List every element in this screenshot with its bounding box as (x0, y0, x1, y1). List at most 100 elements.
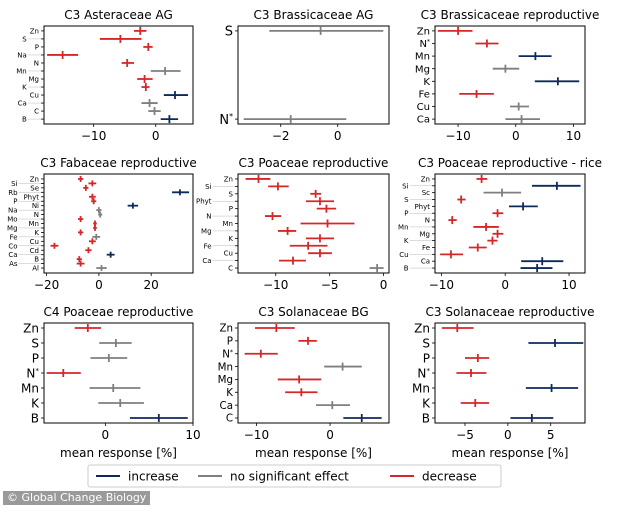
error-bar (457, 195, 466, 204)
subplot-title: C4 Poaceae reproductive (44, 305, 194, 319)
axes-frame (43, 322, 194, 424)
x-tick-label: −5 (456, 428, 474, 442)
error-bar (264, 212, 282, 221)
y-tick-label: Ca (8, 251, 17, 259)
y-tick-label: S (225, 25, 233, 40)
error-bar (505, 115, 540, 124)
y-tick-label: P (404, 210, 408, 218)
error-bar (141, 83, 150, 92)
error-bar (99, 34, 142, 43)
subplot: C3 Poaceae reproductive - rice Zn Si Sc S Phy… (398, 156, 602, 292)
y-tick-label: Mg (420, 230, 430, 238)
error-bar (88, 180, 97, 187)
y-tick-label: Fe (419, 90, 430, 101)
y-tick-label: B (422, 411, 430, 425)
error-bar (77, 216, 84, 223)
y-tick-label: P (227, 336, 233, 348)
error-bar (440, 250, 464, 259)
error-bar (521, 257, 564, 266)
error-bar (456, 369, 487, 377)
x-tick-label: −10 (244, 428, 269, 442)
y-tick-label: Cu (30, 238, 39, 246)
subplot-title: C3 Brassicaceae AG (254, 8, 374, 22)
error-bar (460, 399, 489, 407)
error-bar (96, 207, 102, 214)
error-bar (441, 324, 474, 332)
y-tick-label: Cu (417, 102, 430, 113)
error-bar (127, 202, 139, 209)
y-tick-label: N* (417, 366, 430, 380)
error-bar (487, 236, 498, 245)
subplot-title: C3 Fabaceae reproductive (40, 156, 197, 170)
y-tick-label: Si (11, 180, 17, 188)
error-bar (254, 324, 295, 332)
error-bar (509, 202, 538, 211)
y-tick-label: Cd (30, 247, 39, 255)
y-tick-label: K (31, 396, 40, 410)
y-tick-label: Cu (399, 251, 408, 259)
y-tick-label: N* (26, 366, 39, 380)
y-tick-label: N (34, 59, 39, 67)
y-tick-label: B (31, 411, 39, 425)
x-tick-label: 0 (501, 278, 509, 292)
y-tick-label: B (22, 116, 27, 124)
y-tick-label: Al (32, 265, 39, 273)
y-tick-label: Na (8, 207, 18, 215)
error-bar (92, 233, 101, 240)
error-bar (172, 189, 190, 196)
y-tick-label: Zn (219, 323, 233, 335)
subplot: C3 Brassicaceae reproductiveZnN*MnMgKFeC… (415, 8, 599, 143)
error-bar (88, 238, 96, 245)
error-bar (343, 414, 382, 422)
y-tick-label: Si (402, 182, 408, 190)
x-tick-label: 5 (547, 428, 555, 442)
axes-frame (237, 25, 390, 125)
error-bar (492, 209, 504, 218)
error-bar (534, 77, 580, 86)
y-tick-label: C (228, 265, 233, 273)
y-tick-label: Mn (223, 220, 233, 228)
error-bar (532, 181, 581, 190)
y-tick-label: Ca (421, 258, 430, 266)
y-tick-label: Mn (29, 220, 39, 228)
y-tick-label: Ca (417, 115, 430, 126)
subplot-title: C3 Asteraceae AG (64, 8, 173, 22)
error-bar (510, 414, 554, 422)
x-tick-label: 0 (102, 428, 110, 442)
error-bar (134, 26, 147, 35)
x-tick-label: −2 (272, 129, 290, 143)
y-tick-label: K (226, 387, 233, 399)
error-bar (47, 50, 79, 59)
y-tick-label: Co (8, 242, 17, 250)
error-bar (269, 26, 384, 35)
error-bar (46, 369, 81, 377)
error-bar (77, 175, 84, 182)
x-tick-label: 10 (561, 278, 576, 292)
error-bar (459, 89, 494, 98)
axes-frame (237, 173, 390, 274)
x-tick-label: −20 (34, 278, 59, 292)
y-tick-label: Ca (220, 400, 233, 412)
subplot-title: C3 Solanaceae BG (258, 305, 368, 319)
y-tick-label: Zn (30, 175, 39, 183)
error-bar (316, 204, 337, 213)
legend: increase no significant effect decrease (87, 464, 502, 488)
y-tick-label: Mo (7, 216, 17, 224)
error-bar (475, 39, 499, 48)
error-bar (310, 189, 322, 198)
legend-label: increase (128, 470, 179, 484)
x-tick-label: 0 (95, 278, 103, 292)
error-bar (285, 388, 318, 397)
error-bar (305, 234, 334, 243)
y-tick-label: S (229, 190, 234, 198)
x-axis-label: mean response [%] (255, 446, 372, 460)
error-bar (148, 107, 161, 116)
error-bar (308, 249, 332, 258)
error-bar (150, 66, 181, 75)
error-bar (476, 174, 488, 183)
watermark: © Global Change Biology (3, 491, 151, 505)
subplot-title: C3 Solanaceae reproductive (426, 305, 595, 319)
y-tick-label: As (9, 260, 18, 268)
error-bar (143, 42, 153, 51)
error-bar (528, 339, 584, 347)
